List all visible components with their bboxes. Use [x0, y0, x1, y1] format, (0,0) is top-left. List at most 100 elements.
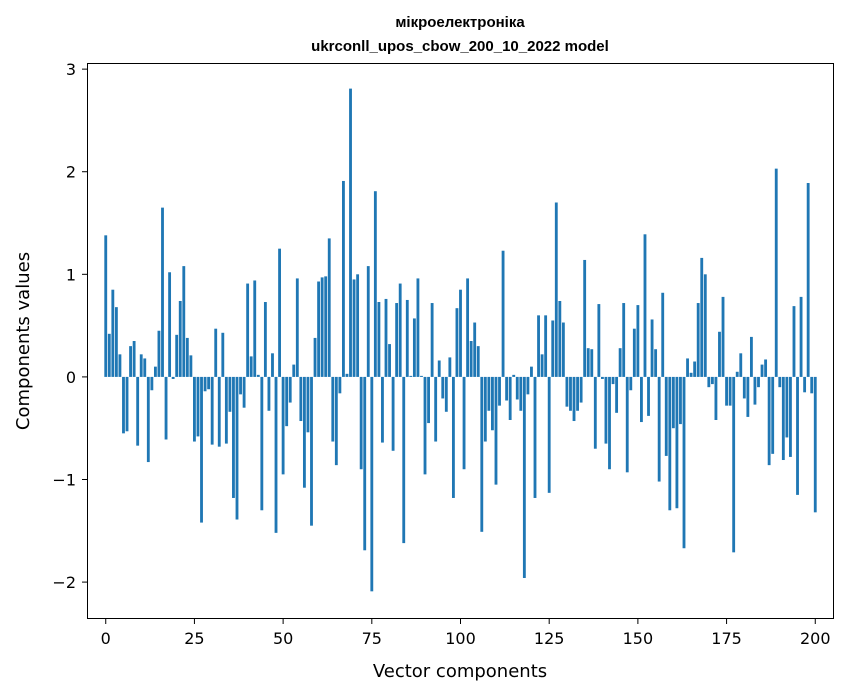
bar [150, 376, 154, 391]
bar [377, 302, 381, 377]
bar [785, 376, 789, 438]
bar [746, 376, 750, 417]
bar [249, 356, 253, 377]
bar [742, 376, 746, 399]
bar [437, 360, 441, 377]
bar [544, 315, 548, 377]
bar [320, 277, 324, 377]
bar [625, 376, 629, 473]
bar [274, 376, 278, 533]
bar [515, 376, 519, 400]
bar [441, 376, 445, 399]
bar [604, 376, 608, 444]
x-tick-label: 50 [273, 629, 293, 648]
bar [288, 376, 292, 403]
bar [597, 304, 601, 377]
bar [214, 328, 218, 377]
bar [224, 376, 228, 444]
bar [764, 359, 768, 377]
bar [732, 376, 736, 553]
bar [494, 376, 498, 485]
bar [107, 333, 111, 377]
bar [434, 376, 438, 442]
bar [519, 376, 523, 411]
bar [118, 354, 122, 377]
bar [491, 376, 494, 431]
bar [760, 364, 764, 377]
bar [757, 376, 760, 388]
bar [622, 303, 626, 377]
bar [749, 336, 753, 377]
y-tick-label: 0 [66, 368, 76, 387]
bar [228, 376, 232, 412]
bar [363, 376, 367, 551]
x-tick-label: 200 [800, 629, 831, 648]
bar [576, 376, 579, 411]
bar [331, 376, 335, 442]
x-tick-label: 125 [534, 629, 565, 648]
bar [675, 376, 679, 509]
bar [650, 319, 654, 377]
bar [161, 207, 164, 377]
bar [799, 296, 803, 377]
bar [572, 376, 576, 422]
bar [714, 376, 718, 420]
bar [285, 376, 289, 427]
bar [310, 376, 313, 526]
bar [636, 305, 640, 377]
bar [342, 180, 345, 377]
bar [593, 376, 597, 449]
bar [122, 376, 125, 434]
bar [540, 354, 544, 377]
bar [725, 376, 728, 406]
bar [643, 234, 647, 377]
bar [480, 376, 484, 532]
bar [232, 376, 235, 498]
bar [338, 376, 342, 394]
bar [608, 376, 611, 470]
bar [111, 289, 115, 377]
bar [654, 349, 658, 377]
bar [203, 376, 207, 392]
bar [530, 366, 533, 377]
bar [686, 358, 689, 377]
bar [370, 376, 374, 592]
bar [178, 300, 182, 377]
bar [207, 376, 211, 390]
bar [164, 376, 168, 440]
bar [327, 238, 331, 377]
bar [235, 376, 239, 520]
bar [157, 330, 161, 377]
bar [462, 376, 466, 470]
x-tick-label: 175 [711, 629, 742, 648]
bar [579, 376, 583, 403]
bar [590, 349, 594, 377]
x-tick-label: 75 [362, 629, 382, 648]
bar [700, 257, 704, 377]
bar [448, 357, 452, 377]
bar [182, 266, 186, 377]
bar [689, 372, 693, 377]
bar [771, 376, 775, 454]
bar [253, 280, 257, 377]
y-tick-label: −1 [52, 471, 76, 490]
bar [398, 283, 402, 377]
bar [349, 88, 352, 377]
bar [104, 235, 108, 377]
bar [271, 353, 274, 377]
bar [505, 376, 509, 401]
bar [778, 376, 782, 388]
bar [356, 274, 360, 377]
bar [455, 308, 459, 377]
bar [647, 376, 650, 416]
y-axis-ticks: −2 −1 0 1 2 3 [52, 60, 88, 592]
bar [671, 376, 675, 429]
bar [260, 376, 264, 511]
bar [193, 376, 196, 442]
bar [345, 373, 349, 377]
bar [679, 376, 682, 425]
bar [810, 376, 814, 394]
bar [721, 296, 725, 377]
bar [483, 376, 487, 442]
